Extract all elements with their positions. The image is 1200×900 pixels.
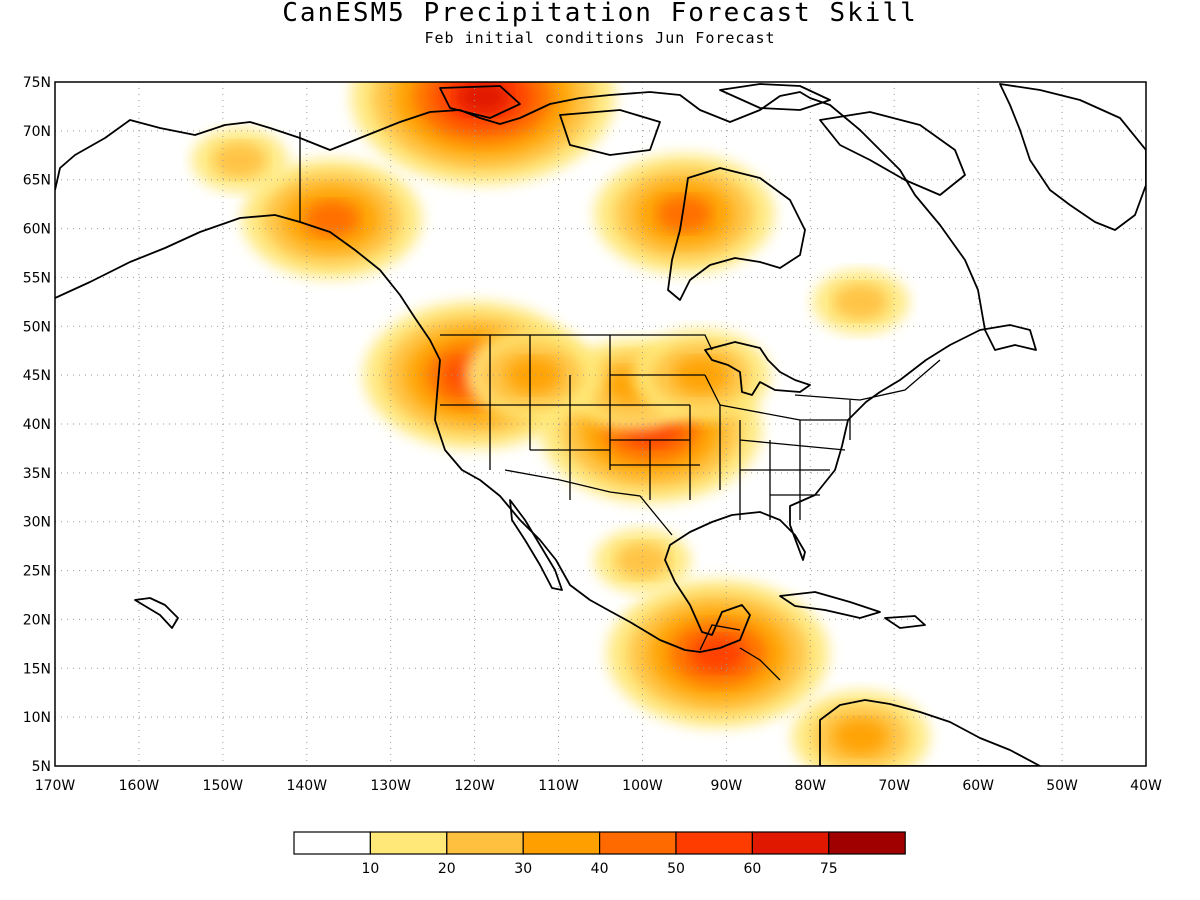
lat-tick-label: 30N	[23, 515, 51, 531]
lat-tick-label: 70N	[23, 124, 51, 140]
banks-island-coast	[439, 85, 521, 119]
lat-tick-label: 35N	[23, 466, 51, 482]
lat-tick-label: 75N	[23, 75, 51, 91]
lat-tick-label: 10N	[23, 710, 51, 726]
longitude-labels: 170W 160W 150W 140W 130W 120W 110W 100W 90W 80W 70…	[35, 778, 1162, 794]
graticule	[55, 82, 1146, 766]
skill-contour	[615, 542, 670, 579]
colorbar-swatch	[675, 831, 754, 855]
great-lakes-coast	[704, 341, 811, 396]
hudson-bay-coast	[667, 167, 806, 301]
hispaniola-coast	[884, 615, 926, 629]
colorbar: 10 20 30 40 50 60 75	[293, 831, 906, 877]
lat-tick-label: 55N	[23, 270, 51, 286]
skill-region	[594, 153, 775, 274]
map-frame	[54, 81, 1147, 767]
colorbar-label: 60	[743, 861, 761, 877]
colorbar-label: 20	[438, 861, 456, 877]
lat-tick-label: 5N	[32, 759, 51, 775]
lat-tick-label: 60N	[23, 222, 51, 238]
skill-contour	[657, 195, 712, 232]
colorbar-swatch	[751, 831, 830, 855]
latitude-labels: 75N 70N 65N 60N 55N 50N 45N 40N 35N 30N 25N 20N 15N 1…	[23, 75, 51, 775]
coastlines	[55, 83, 1146, 766]
lat-tick-label: 40N	[23, 417, 51, 433]
colorbar-label: 30	[514, 861, 532, 877]
north-america-coastline	[55, 91, 1037, 653]
lat-tick-label: 65N	[23, 173, 51, 189]
lon-tick-label: 80W	[794, 778, 826, 794]
colorbar-label: 75	[820, 861, 838, 877]
lon-tick-label: 170W	[35, 778, 76, 794]
lon-tick-label: 140W	[286, 778, 327, 794]
skill-region	[812, 269, 909, 334]
skill-region	[464, 329, 603, 422]
skill-contour	[690, 635, 745, 672]
chart-subtitle: Feb initial conditions Jun Forecast	[424, 29, 776, 47]
lon-tick-label: 160W	[119, 778, 160, 794]
south-america-coast	[819, 699, 1041, 766]
us-canada-border	[299, 132, 941, 401]
colorbar-label: 40	[591, 861, 609, 877]
skill-region	[791, 690, 930, 766]
skill-contour	[833, 283, 888, 320]
skill-shading	[191, 82, 930, 766]
colorbar-swatch	[598, 831, 677, 855]
colorbar-swatch	[293, 831, 372, 855]
skill-contour	[304, 200, 359, 237]
colorbar-label: 50	[667, 861, 685, 877]
lon-tick-label: 120W	[454, 778, 495, 794]
skill-contour	[212, 142, 267, 179]
colorbar-swatch	[522, 831, 601, 855]
skill-contour	[456, 82, 510, 115]
baffin-island-coast	[819, 111, 966, 196]
lon-tick-label: 70W	[878, 778, 910, 794]
lat-tick-label: 20N	[23, 612, 51, 628]
lon-tick-label: 100W	[622, 778, 663, 794]
political-borders	[299, 132, 941, 681]
lat-tick-label: 50N	[23, 319, 51, 335]
skill-contour	[833, 718, 888, 755]
us-state-borders	[440, 335, 851, 520]
lon-tick-label: 130W	[370, 778, 411, 794]
colorbar-swatch	[369, 831, 448, 855]
victoria-island-coast	[559, 109, 661, 156]
baja-california-coast	[509, 499, 563, 591]
skill-region	[606, 579, 829, 728]
cuba-coast	[779, 591, 881, 619]
greenland-coast	[999, 83, 1146, 231]
lon-tick-label: 90W	[711, 778, 743, 794]
lon-tick-label: 110W	[538, 778, 579, 794]
central-america-borders	[699, 624, 781, 681]
lat-tick-label: 15N	[23, 661, 51, 677]
ellesmere-island-coast	[719, 83, 831, 111]
skill-region	[191, 128, 288, 193]
us-mexico-border	[504, 469, 673, 536]
chart-title: CanESM5 Precipitation Forecast Skill	[282, 0, 918, 28]
lat-tick-label: 45N	[23, 368, 51, 384]
skill-region	[594, 528, 691, 593]
colorbar-label: 10	[361, 861, 379, 877]
skill-region	[241, 158, 422, 279]
skill-contour	[506, 357, 561, 394]
lon-tick-label: 60W	[962, 778, 994, 794]
colorbar-swatch	[446, 831, 524, 855]
skill-region	[351, 82, 615, 185]
lat-tick-label: 25N	[23, 564, 51, 580]
lon-tick-label: 150W	[203, 778, 244, 794]
colorbar-swatch	[828, 831, 906, 855]
hawaii-coast	[134, 597, 179, 629]
lon-tick-label: 40W	[1130, 778, 1162, 794]
lon-tick-label: 50W	[1046, 778, 1078, 794]
